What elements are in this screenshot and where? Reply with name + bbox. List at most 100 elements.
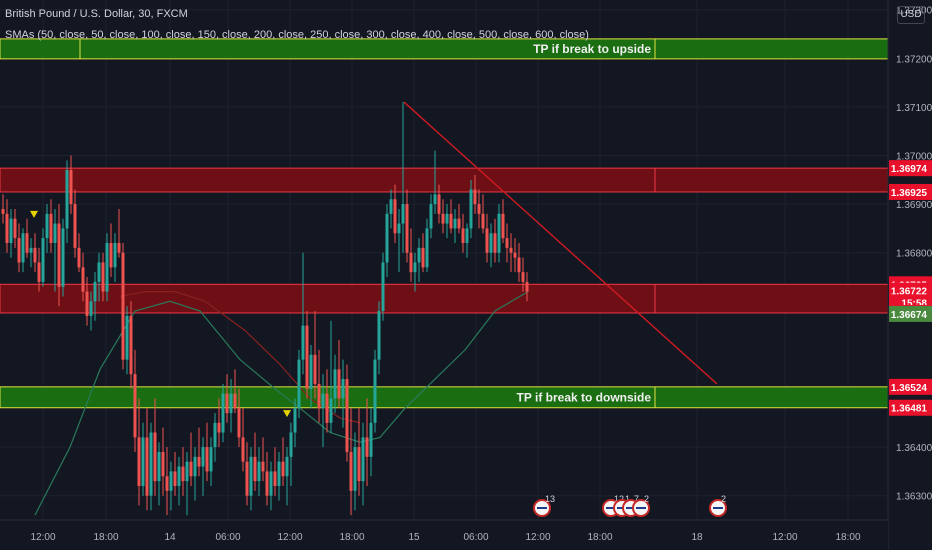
event-count: 12	[614, 494, 624, 504]
price-label-box	[889, 183, 932, 200]
candle-body	[65, 170, 69, 229]
candle-body	[525, 281, 529, 292]
candle-body	[501, 213, 505, 239]
price-label: 1.36974	[891, 164, 928, 175]
candle-body	[61, 228, 65, 287]
economic-events[interactable]: 13 12 1 7 2 2	[533, 494, 727, 517]
candle-body	[85, 291, 89, 316]
candle-body	[101, 262, 105, 292]
price-tick: 1.36800	[896, 249, 932, 260]
candle-body	[29, 247, 33, 253]
candle-body	[241, 437, 245, 462]
candle-body	[201, 447, 205, 467]
trendline[interactable]	[403, 101, 718, 385]
candle-body	[321, 393, 325, 409]
candle-body	[305, 325, 309, 389]
zone-red-2	[0, 283, 889, 314]
currency-button[interactable]: USD	[897, 6, 925, 24]
candle-body	[197, 456, 201, 467]
event-count: 7	[634, 494, 639, 504]
candle-body	[493, 233, 497, 253]
candle-body	[133, 374, 137, 438]
candle-body	[381, 262, 385, 312]
candle-body	[141, 437, 145, 486]
time-tick: 18	[691, 532, 703, 543]
candle-body	[33, 247, 37, 263]
price-tick: 1.37000	[896, 152, 932, 163]
candle-body	[417, 247, 421, 263]
event-count: 13	[545, 494, 555, 504]
candle-body	[429, 204, 433, 229]
candle-body	[69, 170, 73, 205]
candle-body	[425, 228, 429, 268]
candle-body	[165, 476, 169, 491]
candle-body	[277, 461, 281, 486]
candle-body	[209, 447, 213, 472]
candle-body	[301, 325, 305, 360]
candle-body	[401, 204, 405, 224]
candle-body	[1, 208, 5, 214]
candle-body	[385, 213, 389, 263]
candle-body	[513, 252, 517, 258]
candle-body	[57, 223, 61, 287]
time-axis[interactable]: 12:00 18:00 14 06:00 12:00 18:00 15 06:00 12:00 1…	[0, 519, 888, 550]
candle-body	[93, 281, 97, 302]
zone-red-1	[0, 167, 889, 193]
candle-body	[121, 252, 125, 360]
candle-body	[293, 408, 297, 433]
candle-body	[161, 451, 165, 477]
candle-body	[337, 369, 341, 399]
candle-body	[393, 199, 397, 234]
candle-body	[325, 393, 329, 423]
price-label: 1.36524	[891, 383, 928, 394]
candle-body	[461, 228, 465, 243]
candle-body	[213, 422, 217, 448]
indicator-legend[interactable]: SMAs (50, close, 50, close, 100, close, …	[5, 29, 589, 41]
time-tick: 12:00	[772, 532, 797, 543]
candle-body	[281, 461, 285, 477]
candle-body	[25, 233, 29, 253]
candle-body	[193, 456, 197, 477]
candle-body	[405, 204, 409, 253]
candle-body	[81, 267, 85, 292]
candle-body	[517, 257, 521, 273]
time-tick: 12:00	[525, 532, 550, 543]
candle-body	[89, 301, 93, 316]
trendline-line[interactable]	[403, 101, 718, 385]
candle-body	[473, 189, 477, 205]
candle-body	[245, 461, 249, 496]
candle-body	[109, 242, 113, 268]
price-label: 1.36481	[891, 404, 928, 415]
signal-markers	[30, 210, 291, 418]
price-tick: 1.36900	[896, 200, 932, 211]
candle-body	[45, 213, 49, 239]
candle-body	[433, 194, 437, 205]
candle-body	[373, 359, 377, 423]
candle-body	[421, 247, 425, 268]
event-count: 1	[625, 494, 630, 504]
time-tick: 06:00	[463, 532, 488, 543]
candle-body	[157, 451, 161, 482]
time-axis-bg	[0, 520, 888, 550]
zone-label[interactable]: TP if break to downside	[517, 390, 652, 404]
candle-body	[37, 262, 41, 282]
candle-body	[181, 466, 185, 482]
candle-body	[185, 461, 189, 482]
candle-body	[505, 238, 509, 248]
price-label-box	[889, 160, 932, 177]
candle-body	[489, 233, 493, 253]
price-axis[interactable]: 1.36300 1.36400 1.36800 1.36900 1.37000 1.371…	[887, 0, 932, 550]
time-tick: 18:00	[93, 532, 118, 543]
candle-body	[229, 393, 233, 414]
candle-body	[409, 252, 413, 273]
candle-body	[149, 432, 153, 496]
candle-body	[333, 369, 337, 399]
price-label-box	[889, 378, 932, 395]
candle-body	[377, 311, 381, 360]
candle-body	[465, 228, 469, 243]
candle-body	[205, 447, 209, 472]
price-label: 15:58	[901, 298, 927, 309]
candle-body	[341, 379, 345, 399]
zone-label[interactable]: TP if break to upside	[533, 42, 651, 56]
